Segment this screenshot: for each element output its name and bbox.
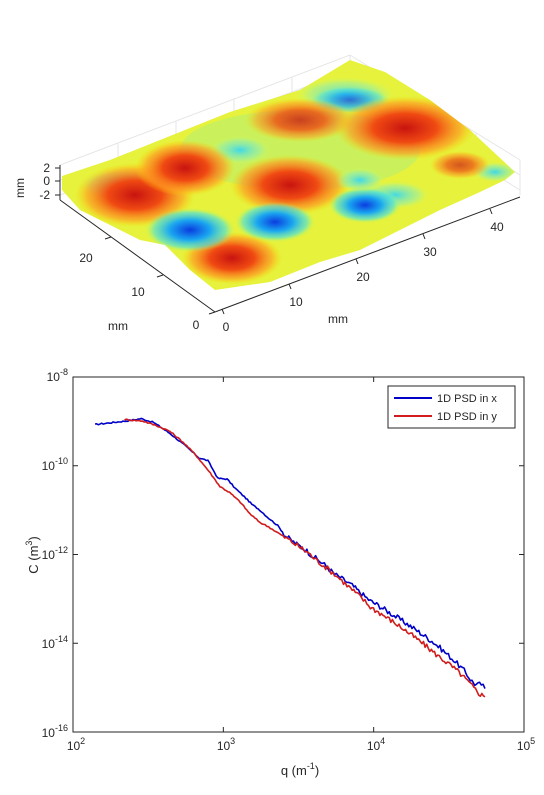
x-tick-label: 105 xyxy=(517,736,535,753)
legend-box xyxy=(387,385,516,429)
z-tick-label: 2 xyxy=(43,161,50,175)
y-tick-label: 10-14 xyxy=(42,634,68,651)
series-line-y xyxy=(124,418,486,698)
x-tick-label: 102 xyxy=(67,736,85,753)
x-tick-label: 0 xyxy=(223,320,230,334)
x-tick-label: 40 xyxy=(490,220,504,234)
x-tick-label: 103 xyxy=(217,736,235,753)
psd-lines xyxy=(94,417,486,698)
x-tick-label: 30 xyxy=(423,245,437,259)
y-tick-label: 0 xyxy=(193,318,200,332)
legend: 1D PSD in x 1D PSD in y xyxy=(387,385,516,429)
legend-label-x: 1D PSD in x xyxy=(437,393,497,405)
x-tick-label: 20 xyxy=(356,270,370,284)
y-tick-label: 10-10 xyxy=(42,456,68,473)
z-tick-label: -2 xyxy=(39,188,50,202)
surface-axes xyxy=(59,165,521,313)
psd-ticks xyxy=(72,376,525,733)
y-axis-label: mm xyxy=(108,319,128,333)
y-tick-label: 20 xyxy=(79,251,93,265)
surface xyxy=(62,60,515,290)
y-tick-label: 10 xyxy=(131,285,145,299)
surface-chart: 2 0 -2 mm 0 10 20 mm 0 10 20 xyxy=(13,54,521,334)
x-axis-label: q (m-1) xyxy=(281,761,319,778)
y-axis-label: C (m3) xyxy=(24,536,41,574)
y-tick-label: 10-16 xyxy=(42,723,68,740)
z-tick-label: 0 xyxy=(43,174,50,188)
legend-label-y: 1D PSD in y xyxy=(437,411,497,423)
z-axis-label: mm xyxy=(13,178,27,198)
x-tick-label: 10 xyxy=(289,295,303,309)
z-ticks: 2 0 -2 xyxy=(39,161,60,202)
x-tick-label: 104 xyxy=(367,736,385,753)
y-tick-label: 10-12 xyxy=(42,545,68,562)
x-ticks: 0 10 20 30 40 xyxy=(221,208,504,334)
y-tick-label: 10-8 xyxy=(47,367,68,384)
y-ticks: 0 10 20 xyxy=(79,236,216,332)
x-axis-label: mm xyxy=(328,312,348,326)
psd-chart: 10-8 10-10 10-12 10-14 10-16 102 103 104… xyxy=(24,367,535,778)
plot-area xyxy=(72,376,525,733)
